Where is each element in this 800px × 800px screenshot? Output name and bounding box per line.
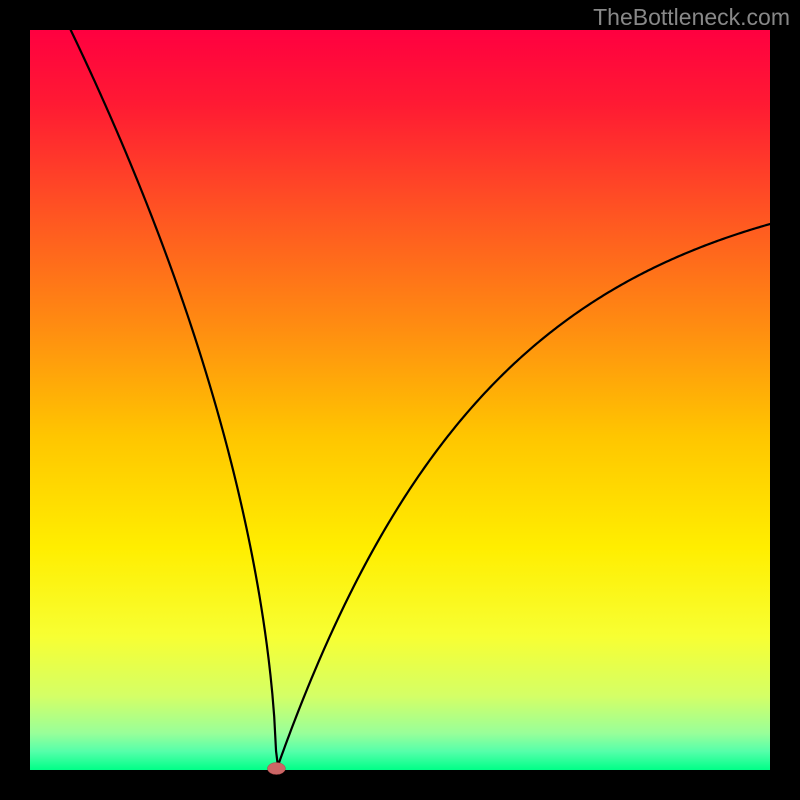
watermark-text: TheBottleneck.com (593, 4, 790, 31)
optimum-marker (267, 763, 285, 775)
plot-gradient-background (30, 30, 770, 770)
chart-svg (0, 0, 800, 800)
bottleneck-chart: TheBottleneck.com (0, 0, 800, 800)
